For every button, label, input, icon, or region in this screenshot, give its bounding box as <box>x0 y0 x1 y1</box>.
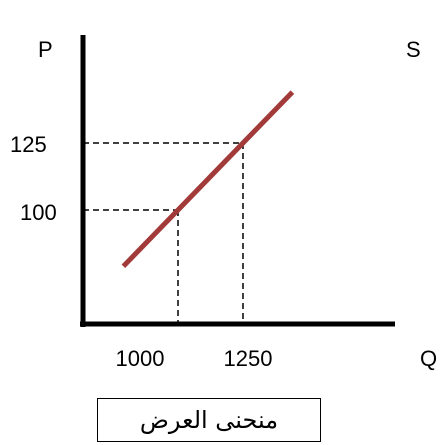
y-axis-label: P <box>38 37 53 62</box>
supply-curve <box>121 90 295 269</box>
caption-box: منحنى العرض <box>97 398 321 442</box>
x-tick-label-1250: 1250 <box>224 346 273 371</box>
x-tick-label-1000: 1000 <box>116 346 165 371</box>
series-label: S <box>406 37 421 62</box>
guide-lines <box>83 142 244 324</box>
y-tick-label-125: 125 <box>10 132 47 157</box>
x-axis-label: Q <box>420 346 437 371</box>
caption-text: منحنى العرض <box>139 406 279 434</box>
y-tick-label-100: 100 <box>20 200 57 225</box>
